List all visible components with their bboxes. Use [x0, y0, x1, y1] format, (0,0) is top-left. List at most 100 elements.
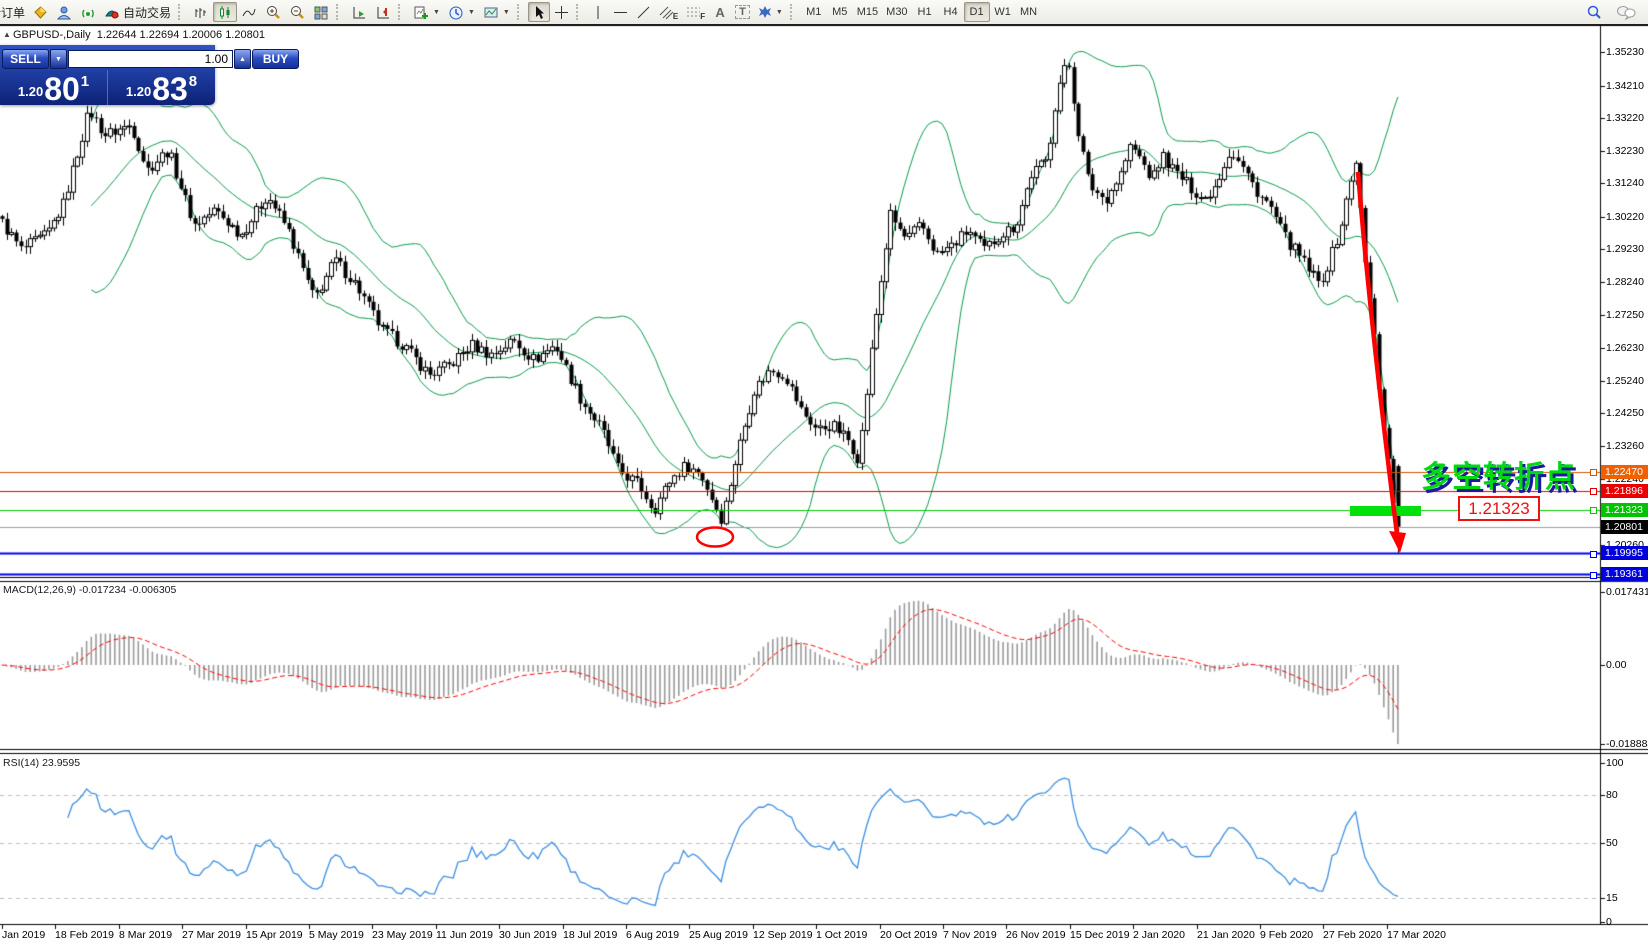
crosshair-icon [554, 5, 568, 19]
volume-down-button[interactable]: ▼ [50, 49, 67, 69]
price-tick-label: 1.23260 [1606, 439, 1644, 452]
timeframe-w1[interactable]: W1 [990, 2, 1016, 22]
date-label: 8 Mar 2019 [119, 929, 173, 941]
zoom-in-button[interactable] [261, 2, 285, 22]
volume-input[interactable] [68, 50, 233, 68]
templates-button[interactable]: ▼ [479, 2, 514, 22]
timeframe-h4[interactable]: H4 [938, 2, 964, 22]
date-label: Jan 2019 [2, 929, 46, 941]
line-endpoint-handle[interactable] [1590, 469, 1597, 477]
market-button[interactable] [29, 2, 52, 22]
toolbar-grip [178, 4, 186, 20]
price-tick-label: 1.25240 [1606, 374, 1644, 387]
new-order-button[interactable]: 新订单 [0, 2, 29, 22]
price-level-badge: 1.20801 [1601, 519, 1648, 534]
date-label: 21 Jan 2020 [1197, 929, 1255, 941]
date-label: 18 Feb 2019 [55, 929, 114, 941]
dropdown-caret: ▼ [502, 8, 510, 16]
one-click-top-row: SELL ▼ ▲ BUY [0, 45, 299, 70]
cursor-icon [535, 5, 544, 19]
fibonacci-icon [687, 7, 701, 16]
toolbar-right [1582, 2, 1648, 22]
candlestick-icon [220, 5, 230, 19]
bid-price[interactable]: 1.20 80 1 [0, 70, 108, 106]
tile-windows-icon [314, 6, 328, 19]
chart-shift-button[interactable] [371, 2, 395, 22]
cursor-tool-button[interactable] [527, 2, 550, 22]
shapes-tool-button[interactable]: ▼ [754, 2, 787, 22]
line-endpoint-handle[interactable] [1590, 507, 1597, 515]
price-tick-label: 1.32230 [1606, 144, 1644, 157]
green-highlight-rect[interactable] [1350, 506, 1421, 516]
bar-chart-icon [195, 7, 207, 18]
timeframe-m5[interactable]: M5 [827, 2, 853, 22]
rsi-axis-label: 0 [1606, 916, 1612, 928]
date-label: 30 Jun 2019 [499, 929, 557, 941]
ask-price[interactable]: 1.20 83 8 [108, 70, 215, 106]
zoom-in-icon [267, 6, 280, 19]
new-chart-button[interactable]: ▼ [409, 2, 444, 22]
buy-button[interactable]: BUY [252, 49, 299, 69]
date-label: 5 May 2019 [309, 929, 364, 941]
timeframe-m15[interactable]: M15 [853, 2, 882, 22]
candlestick-button[interactable] [213, 2, 238, 22]
rsi-label: RSI(14) 23.9595 [3, 757, 81, 769]
timeframe-d1[interactable]: D1 [963, 2, 990, 22]
price-callout-box[interactable]: 1.21323 [1458, 496, 1540, 521]
chat-icon [1617, 6, 1636, 20]
turning-point-text[interactable]: 多空转折点 [1421, 461, 1576, 494]
rsi-axis-label: 50 [1606, 836, 1618, 849]
search-button[interactable] [1582, 2, 1606, 22]
timeframe-m1[interactable]: M1 [801, 2, 827, 22]
price-tick-label: 1.33220 [1606, 112, 1644, 125]
signals-button[interactable] [76, 2, 100, 22]
fibonacci-tool-button[interactable]: F [682, 2, 709, 22]
sell-button[interactable]: SELL [2, 49, 49, 69]
line-endpoint-handle[interactable] [1590, 571, 1597, 579]
ask-small-digits: 1.20 [125, 84, 152, 99]
date-label: 7 Nov 2019 [943, 929, 997, 941]
auto-scroll-button[interactable] [347, 2, 371, 22]
chat-button[interactable] [1612, 2, 1640, 22]
zoom-out-icon [291, 6, 304, 19]
channel-tool-button[interactable]: E [655, 2, 682, 22]
profiles-button[interactable]: ▼ [444, 2, 479, 22]
date-label: 26 Nov 2019 [1006, 929, 1066, 941]
text-label-icon: T [735, 5, 750, 19]
line-chart-button[interactable] [237, 2, 261, 22]
crosshair-tool-button[interactable] [550, 2, 573, 22]
text-label-tool-button[interactable]: T [731, 2, 754, 22]
channel-icon [659, 6, 674, 19]
vertical-line-tool-button[interactable] [587, 2, 609, 22]
text-tool-button[interactable]: A [709, 2, 731, 22]
timeframe-mn[interactable]: MN [1016, 2, 1042, 22]
bar-chart-button[interactable] [189, 2, 213, 22]
date-label: 9 Feb 2020 [1260, 929, 1314, 941]
one-click-trading-panel: SELL ▼ ▲ BUY 1.20 80 1 1.20 83 8 [0, 45, 299, 106]
autotrading-button[interactable]: 自动交易 [100, 2, 175, 22]
price-level-badge: 1.22470 [1601, 464, 1648, 479]
date-label: 25 Aug 2019 [689, 929, 748, 941]
horizontal-line-tool-button[interactable] [609, 2, 632, 22]
price-tick-label: 1.30220 [1606, 210, 1644, 223]
gold-icon [34, 5, 47, 19]
date-label: 23 May 2019 [372, 929, 433, 941]
chart-shift-icon [377, 6, 390, 18]
trendline-tool-button[interactable] [632, 2, 655, 22]
zoom-out-button[interactable] [285, 2, 309, 22]
one-click-collapse-icon[interactable]: ▲ [3, 30, 11, 39]
volume-up-button[interactable]: ▲ [234, 49, 251, 69]
rsi-axis-label: 100 [1606, 757, 1624, 769]
timeframe-h1[interactable]: H1 [912, 2, 938, 22]
date-label: 17 Mar 2020 [1387, 929, 1446, 941]
shapes-icon [758, 6, 771, 18]
date-label: 15 Apr 2019 [246, 929, 303, 941]
tile-windows-button[interactable] [309, 2, 333, 22]
timeframe-m30[interactable]: M30 [882, 2, 911, 22]
line-endpoint-handle[interactable] [1590, 488, 1597, 496]
price-tick-label: 1.28240 [1606, 275, 1644, 288]
community-button[interactable] [52, 2, 76, 22]
bid-pip-digit: 1 [80, 73, 90, 90]
line-endpoint-handle[interactable] [1590, 550, 1597, 558]
